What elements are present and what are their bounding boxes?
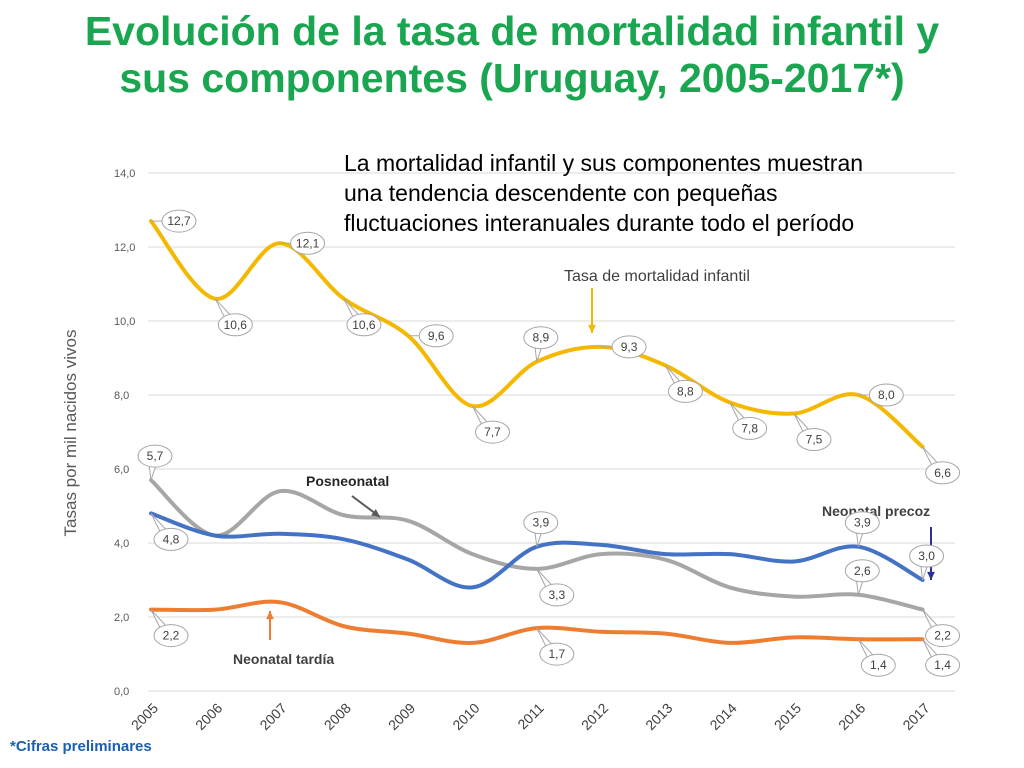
y-tick-label: 12,0 bbox=[114, 242, 135, 254]
x-tick-label: 2006 bbox=[192, 700, 225, 733]
data-label: 8,8 bbox=[677, 384, 694, 398]
x-tick-label: 2014 bbox=[706, 700, 739, 733]
y-tick-label: 2,0 bbox=[114, 612, 129, 624]
x-tick-label: 2016 bbox=[835, 700, 868, 733]
annotation-infantil: Tasa de mortalidad infantil bbox=[564, 268, 750, 285]
bubble-shape bbox=[611, 335, 647, 359]
data-label: 7,7 bbox=[484, 425, 501, 439]
bubble-shape bbox=[346, 313, 382, 337]
data-label: 3,0 bbox=[918, 549, 935, 563]
data-label: 1,4 bbox=[870, 658, 887, 672]
bubble-shape bbox=[475, 420, 510, 444]
bubble-shape bbox=[418, 324, 454, 348]
y-axis: 0,0 2,0 4,0 6,0 8,0 10,0 12,0 14,0 bbox=[114, 168, 135, 698]
bubble-shape bbox=[523, 511, 559, 535]
annotation-tardia: Neonatal tardía bbox=[233, 651, 334, 667]
bubble-shape bbox=[796, 428, 832, 451]
title-line-2: sus componentes (Uruguay, 2005-2017*) bbox=[119, 55, 905, 101]
bubble-shape bbox=[860, 653, 896, 677]
x-tick-label: 2009 bbox=[385, 700, 418, 733]
x-tick-label: 2007 bbox=[256, 700, 289, 733]
bubble-shape bbox=[523, 326, 559, 350]
bubble-shape bbox=[844, 559, 880, 583]
data-label: 5,7 bbox=[147, 449, 164, 463]
bubble-shape bbox=[868, 383, 904, 407]
data-label: 9,3 bbox=[621, 340, 638, 354]
data-label: 3,9 bbox=[854, 516, 871, 530]
data-label: 10,6 bbox=[224, 318, 248, 332]
arrow-precoz-head bbox=[927, 571, 935, 580]
footnote: *Cifras preliminares bbox=[10, 738, 152, 755]
bubble-shape bbox=[925, 624, 961, 648]
data-label: 2,2 bbox=[163, 629, 180, 643]
data-label: 2,6 bbox=[854, 564, 871, 578]
x-tick-label: 2010 bbox=[449, 700, 482, 733]
annotation-posneonatal: Posneonatal bbox=[306, 473, 389, 489]
y-tick-label: 4,0 bbox=[114, 538, 129, 550]
arrow-infantil-head bbox=[588, 324, 596, 333]
y-axis-label: Tasas por mil nacidos vivos bbox=[61, 330, 80, 537]
x-tick-label: 2017 bbox=[899, 700, 932, 733]
data-label: 3,9 bbox=[532, 516, 549, 530]
bubble-shape bbox=[909, 544, 945, 568]
subtitle-line-3: fluctuaciones interanuales durante todo … bbox=[344, 210, 855, 236]
bubble-shape bbox=[290, 231, 326, 255]
data-label: 12,7 bbox=[167, 214, 191, 228]
data-label: 8,0 bbox=[878, 388, 895, 402]
bubble-shape bbox=[161, 209, 197, 233]
y-tick-label: 10,0 bbox=[114, 316, 135, 328]
y-tick-label: 0,0 bbox=[114, 686, 129, 698]
data-label: 1,7 bbox=[548, 647, 565, 661]
data-label-bubbles: 12,7 10,6 12,1 10,6 9,6 7,7 8,9 9,3 8,8 7,8 7,5 8,0… bbox=[137, 209, 961, 677]
bubble-shape bbox=[925, 653, 961, 677]
bubble-shape bbox=[539, 642, 575, 666]
annotation-precoz: Neonatal precoz bbox=[822, 503, 930, 519]
bubble-shape bbox=[137, 444, 173, 468]
y-tick-label: 14,0 bbox=[114, 168, 135, 180]
series-line-tardia bbox=[149, 599, 925, 645]
subtitle-line-1: La mortalidad infantil y sus componentes… bbox=[344, 150, 864, 176]
bubble-shape bbox=[925, 461, 961, 485]
data-label: 4,8 bbox=[163, 532, 180, 546]
bubble-shape bbox=[667, 379, 703, 403]
bubble-shape bbox=[539, 583, 575, 607]
bubble-shape bbox=[732, 416, 768, 440]
subtitle-text: La mortalidad infantil y sus componentes… bbox=[344, 148, 1016, 238]
data-label: 7,5 bbox=[806, 433, 823, 447]
data-label: 10,6 bbox=[352, 318, 376, 332]
data-label: 1,4 bbox=[934, 658, 951, 672]
x-tick-label: 2013 bbox=[642, 700, 675, 733]
x-tick-label: 2005 bbox=[128, 700, 161, 733]
subtitle-line-2: una tendencia descendente con pequeñas bbox=[344, 180, 778, 206]
y-tick-label: 6,0 bbox=[114, 464, 129, 476]
x-tick-label: 2011 bbox=[514, 700, 547, 733]
y-tick-label: 8,0 bbox=[114, 390, 129, 402]
bubble-shape bbox=[153, 527, 189, 551]
x-tick-label: 2015 bbox=[771, 700, 804, 733]
title-line-1: Evolución de la tasa de mortalidad infan… bbox=[84, 8, 940, 54]
data-label: 7,8 bbox=[741, 421, 758, 435]
arrow-tardia-head bbox=[266, 611, 274, 620]
x-tick-label: 2008 bbox=[321, 700, 354, 733]
x-tick-label: 2012 bbox=[578, 700, 611, 733]
bubble-shape bbox=[844, 511, 880, 535]
bubble-shape bbox=[217, 313, 253, 337]
x-axis: 2005 2006 2007 2008 2009 2010 2011 2012 2013 2014… bbox=[128, 700, 933, 733]
data-label: 12,1 bbox=[296, 236, 320, 250]
data-label: 2,2 bbox=[934, 629, 951, 643]
arrow-posneonatal-head bbox=[371, 509, 380, 517]
data-label: 9,6 bbox=[428, 329, 445, 343]
data-label: 3,3 bbox=[548, 588, 565, 602]
data-label: 6,6 bbox=[934, 466, 951, 480]
chart-annotations: Tasa de mortalidad infantil Posneonatal Ne… bbox=[233, 268, 935, 667]
page-title: Evolución de la tasa de mortalidad infan… bbox=[0, 8, 1024, 102]
data-label: 8,9 bbox=[532, 331, 549, 345]
bubble-shape bbox=[153, 624, 189, 648]
